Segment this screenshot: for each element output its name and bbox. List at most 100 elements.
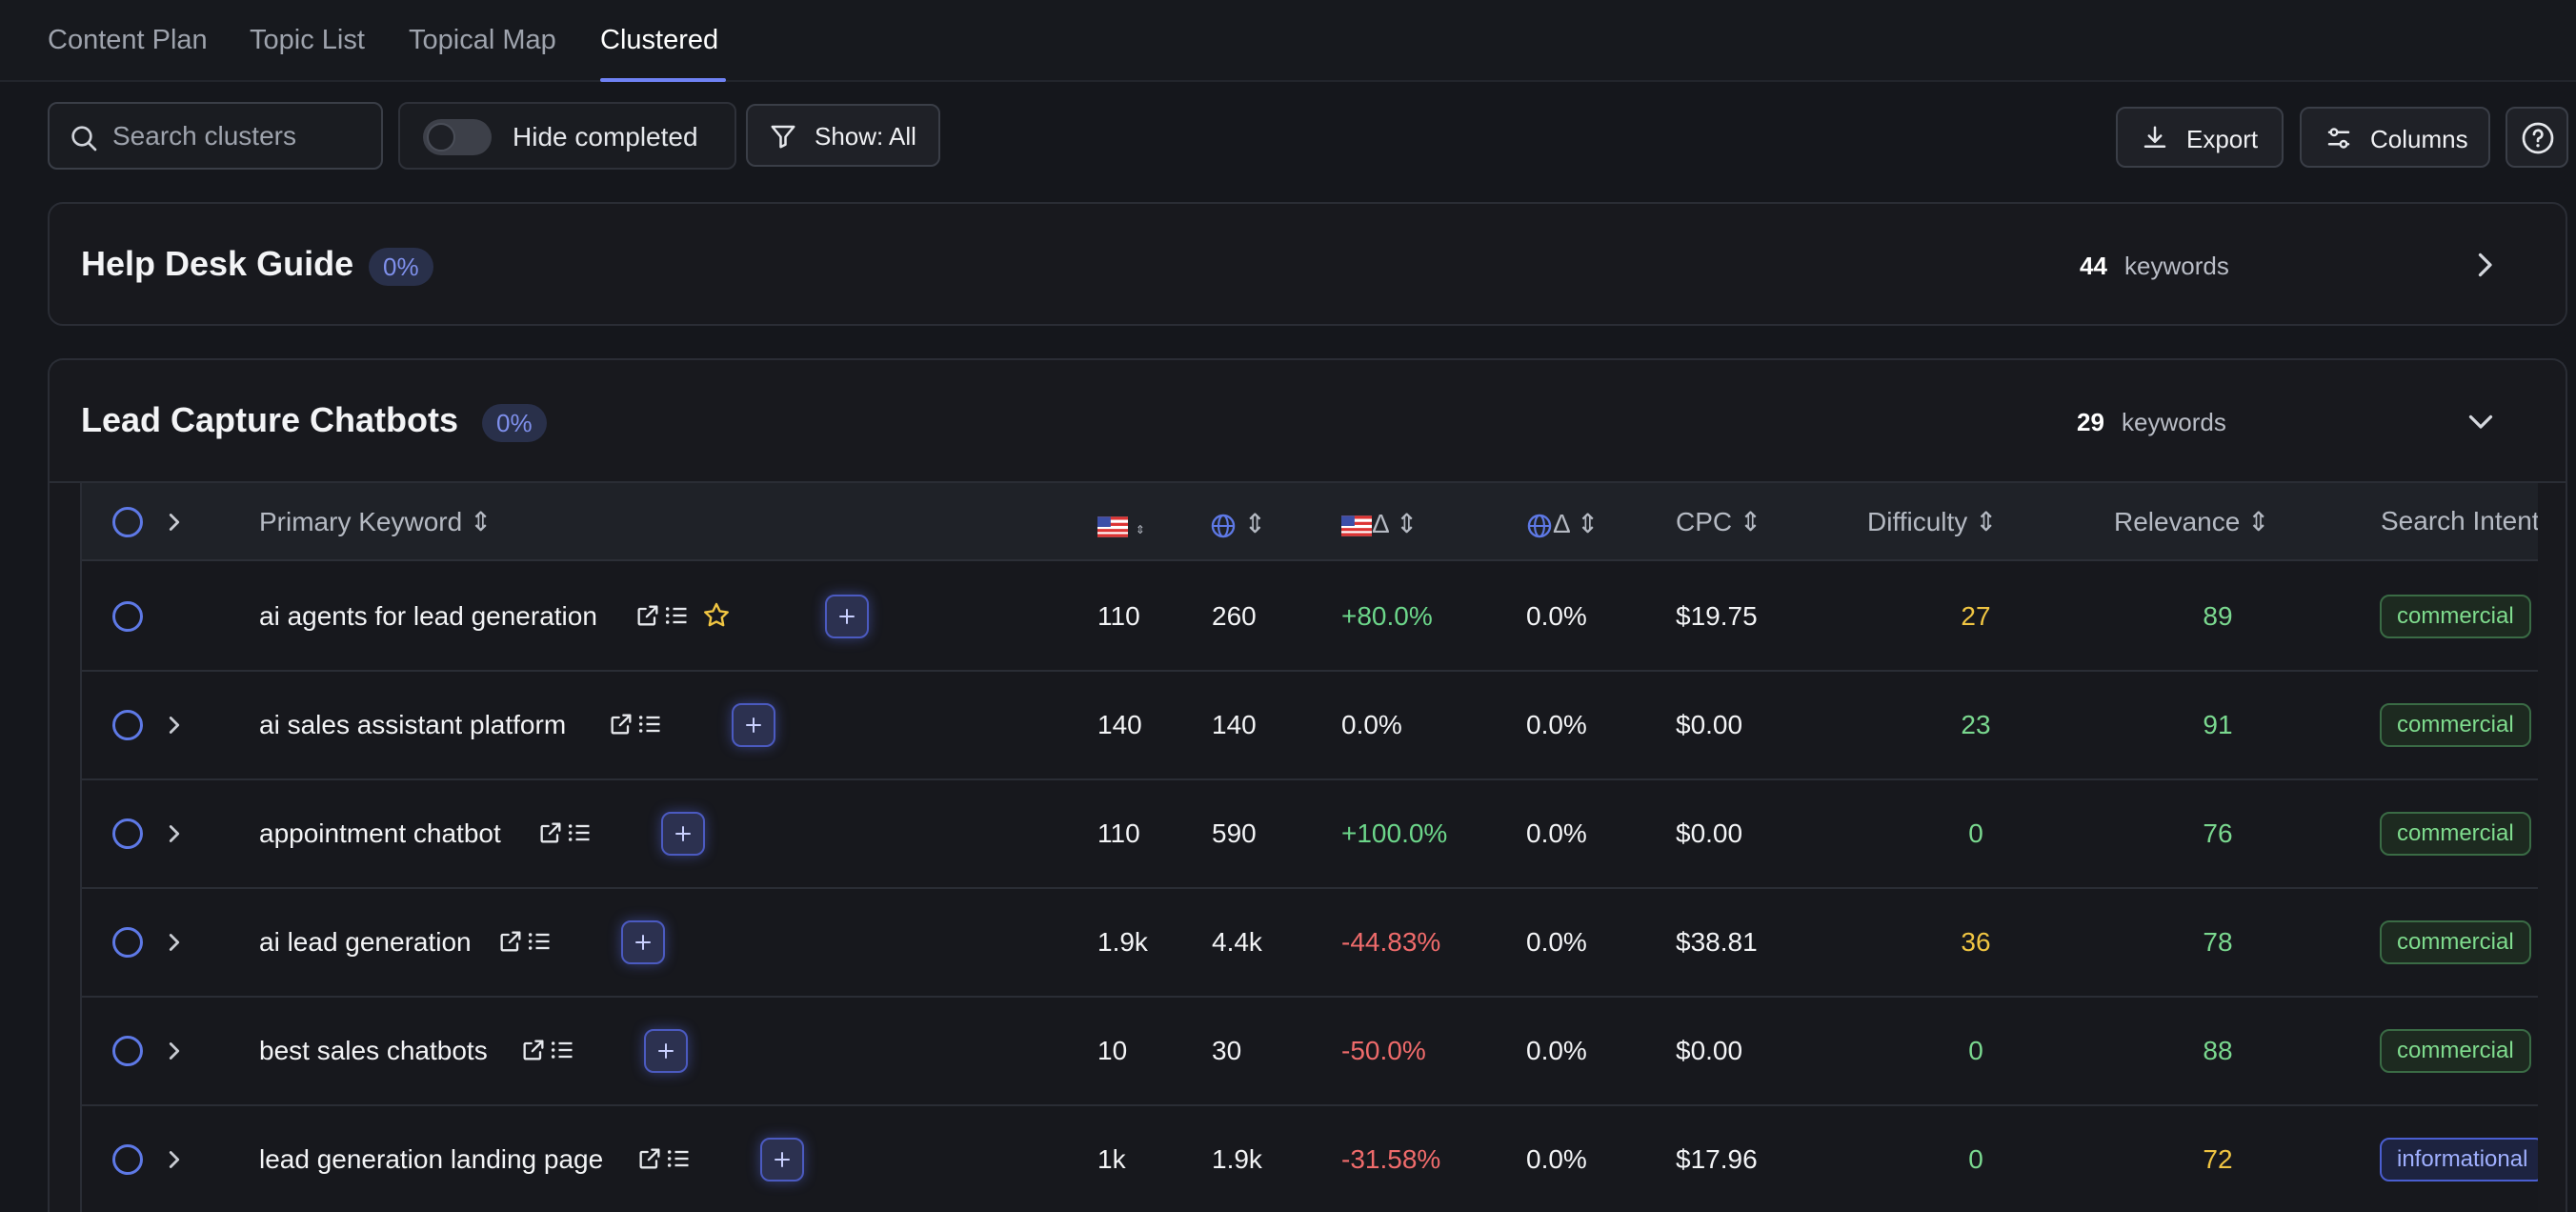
external-link-icon[interactable] [520,1037,547,1063]
add-keyword-button[interactable] [644,1029,688,1073]
col-us-volume[interactable]: ⇕ [1097,510,1145,540]
export-button[interactable]: Export [2116,107,2284,168]
tab-clustered[interactable]: Clustered [600,25,719,55]
row-checkbox[interactable] [112,1144,143,1175]
cluster-card-help-desk-guide[interactable]: Help Desk Guide 0% 44 keywords [48,202,2567,326]
cluster-title: Help Desk Guide [81,244,354,283]
table-row[interactable]: ai agents for lead generation 110 260 +80.0… [82,563,2538,672]
row-checkbox[interactable] [112,1036,143,1066]
difficulty-value: 0 [1968,1144,1983,1174]
col-us-delta[interactable]: Δ ⇕ [1341,508,1418,539]
chevron-right-icon[interactable] [160,819,189,848]
difficulty-value: 36 [1961,927,1991,957]
difficulty-value: 23 [1961,710,1991,739]
cluster-progress-badge: 0% [482,404,547,442]
keyword-count-label: keywords [2124,252,2229,280]
external-link-icon[interactable] [608,711,634,737]
relevance-value: 78 [2203,927,2233,957]
cluster-header[interactable]: Lead Capture Chatbots 0% 29 keywords [50,360,2566,483]
external-link-icon[interactable] [634,602,661,629]
relevance-value: 89 [2203,601,2233,631]
list-icon[interactable] [549,1037,575,1063]
col-difficulty[interactable]: Difficulty ⇕ [1867,506,1998,537]
list-icon[interactable] [526,928,553,955]
list-icon[interactable] [663,602,690,629]
chevron-right-icon[interactable] [2467,248,2502,282]
globe-icon [1211,514,1236,537]
search-input[interactable] [112,104,370,168]
search-icon [71,126,97,152]
table-row[interactable]: appointment chatbot 110 590 +100.0% 0.0% $0.0… [82,780,2538,889]
row-checkbox[interactable] [112,927,143,958]
us-delta: +80.0% [1341,601,1433,631]
hide-completed-control[interactable]: Hide completed [398,102,736,170]
list-icon[interactable] [566,819,593,846]
global-delta: 0.0% [1526,710,1587,739]
add-keyword-button[interactable] [661,812,705,856]
col-cpc[interactable]: CPC ⇕ [1676,506,1761,537]
add-keyword-button[interactable] [825,595,869,638]
us-delta: -44.83% [1341,927,1441,957]
show-filter-button[interactable]: Show: All [746,104,940,167]
tab-content-plan[interactable]: Content Plan [48,25,208,55]
table-row[interactable]: best sales chatbots 10 30 -50.0% 0.0% $0.00 0 8… [82,998,2538,1106]
filter-icon [771,125,795,149]
expand-all-chevron-icon[interactable] [160,508,189,536]
col-us-delta-label: Δ [1372,509,1389,538]
chevron-right-icon[interactable] [160,711,189,739]
add-keyword-button[interactable] [621,920,665,964]
col-primary-keyword[interactable]: Primary Keyword ⇕ [259,506,492,537]
export-label: Export [2186,125,2259,153]
chevron-right-icon[interactable] [160,1037,189,1065]
col-search-intent[interactable]: Search Intent [2381,506,2538,536]
col-global-volume[interactable]: ⇕ [1210,508,1266,539]
list-icon[interactable] [636,711,663,737]
search-box[interactable] [48,102,383,170]
difficulty-value: 27 [1961,601,1991,631]
external-link-icon[interactable] [497,928,524,955]
search-intent-badge: commercial [2380,812,2531,856]
list-icon[interactable] [665,1145,692,1172]
view-tabs: Content Plan Topic List Topical Map Clus… [0,0,2576,82]
keyword-text[interactable]: ai agents for lead generation [259,601,597,631]
plus-icon [658,1043,674,1059]
sort-icon: ⇕ [1576,509,1600,538]
external-link-icon[interactable] [537,819,564,846]
star-icon[interactable] [701,600,732,631]
row-checkbox[interactable] [112,601,143,632]
keyword-text[interactable]: appointment chatbot [259,818,501,848]
table-row[interactable]: ai sales assistant platform 140 140 0.0% 0.0… [82,672,2538,780]
select-all-checkbox[interactable] [112,507,143,537]
difficulty-value: 0 [1968,818,1983,848]
keyword-text[interactable]: best sales chatbots [259,1036,488,1065]
chevron-right-icon[interactable] [160,928,189,957]
col-global-delta-label: Δ [1553,509,1570,538]
us-delta: +100.0% [1341,818,1448,848]
chevron-right-icon[interactable] [160,1145,189,1174]
table-row[interactable]: ai lead generation 1.9k 4.4k -44.83% 0.0% $38… [82,889,2538,998]
columns-button[interactable]: Columns [2300,107,2490,168]
active-tab-indicator [600,78,726,82]
keyword-text[interactable]: ai lead generation [259,927,472,957]
col-global-delta[interactable]: Δ ⇕ [1526,508,1599,539]
sort-icon: ⇕ [1395,509,1419,538]
cpc-value: $0.00 [1676,818,1743,848]
col-difficulty-label: Difficulty [1867,507,1968,536]
help-button[interactable] [2506,107,2568,168]
relevance-value: 76 [2203,818,2233,848]
add-keyword-button[interactable] [732,703,775,747]
hide-completed-toggle[interactable] [423,119,492,155]
col-primary-keyword-label: Primary Keyword [259,507,463,536]
chevron-down-icon[interactable] [2464,404,2498,438]
global-volume: 590 [1212,818,1257,848]
tab-topical-map[interactable]: Topical Map [409,25,556,55]
tab-topic-list[interactable]: Topic List [250,25,365,55]
col-relevance[interactable]: Relevance ⇕ [2114,506,2270,537]
keyword-text[interactable]: ai sales assistant platform [259,710,567,739]
add-keyword-button[interactable] [760,1138,804,1182]
row-checkbox[interactable] [112,818,143,849]
external-link-icon[interactable] [636,1145,663,1172]
table-row[interactable]: lead generation landing page 1k 1.9k -31.58… [82,1106,2538,1212]
keyword-text[interactable]: lead generation landing page [259,1144,604,1174]
row-checkbox[interactable] [112,710,143,740]
